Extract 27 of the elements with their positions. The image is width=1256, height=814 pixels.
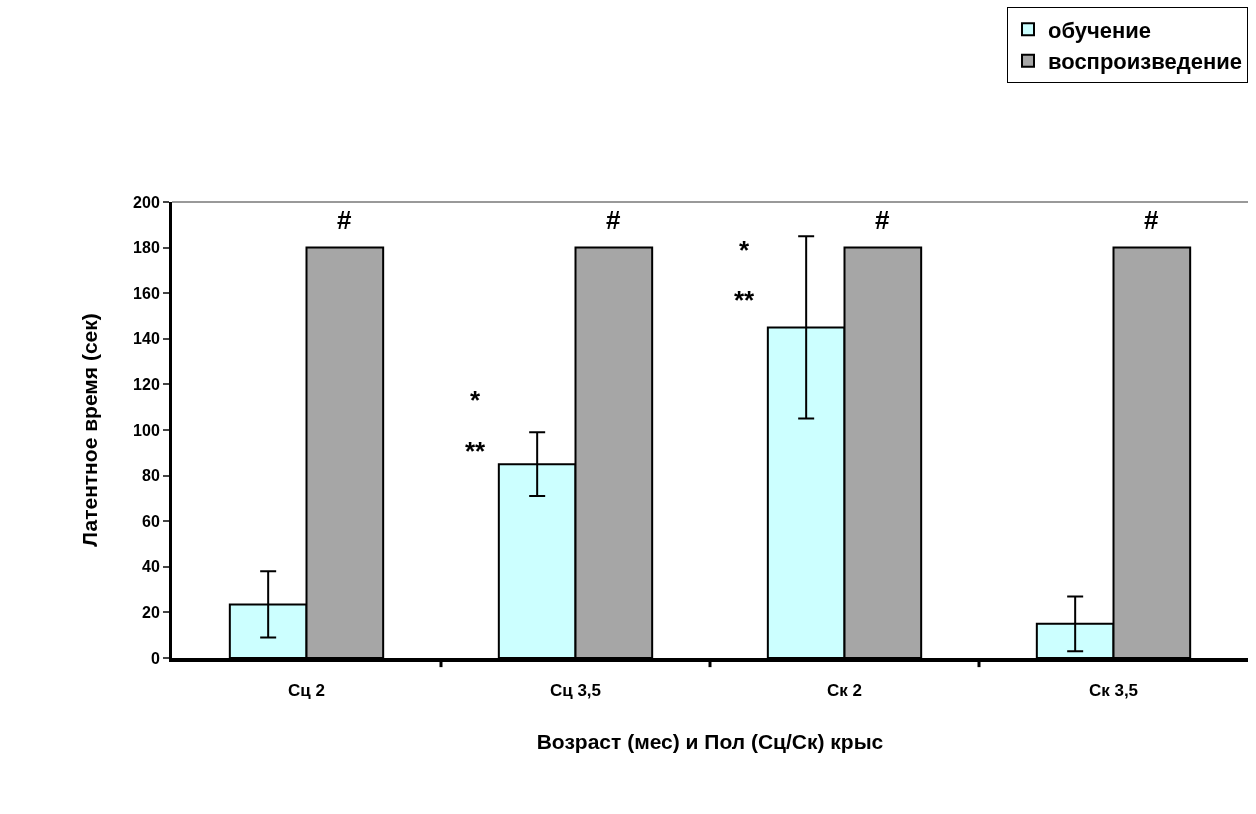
y-tick-label: 40 xyxy=(142,558,160,576)
annotation: # xyxy=(875,205,890,235)
y-tick-label: 80 xyxy=(142,467,160,485)
annotation: # xyxy=(606,205,621,235)
y-tick-label: 100 xyxy=(133,421,160,439)
annotation: * xyxy=(470,385,481,415)
x-tick-label: Сц 3,5 xyxy=(549,681,602,701)
y-tick-label: 160 xyxy=(133,284,160,302)
y-axis-title: Латентное время (сек) xyxy=(78,313,102,547)
y-tick-label: 200 xyxy=(133,193,160,211)
x-axis-title: Возраст (мес) и Пол (Сц/Ск) крыс xyxy=(536,730,884,754)
annotation: # xyxy=(337,205,352,235)
x-tick-label: Ск 2 xyxy=(827,681,862,701)
legend-label: обучение xyxy=(1048,17,1152,43)
y-tick-label: 120 xyxy=(133,376,160,393)
y-tick-label: 20 xyxy=(142,604,160,621)
annotation: ** xyxy=(465,436,487,466)
y-tick-label: 0 xyxy=(150,649,160,667)
y-tick-label: 60 xyxy=(142,512,160,530)
annotation: # xyxy=(1144,205,1159,235)
x-tick-label: Сц 2 xyxy=(288,681,325,701)
legend-label: воспроизведение xyxy=(1048,49,1242,75)
x-tick-label: Ск 3,5 xyxy=(1088,681,1139,701)
y-tick-label: 180 xyxy=(133,239,160,257)
annotation: ** xyxy=(734,285,756,315)
y-tick-label: 140 xyxy=(133,330,160,348)
annotation: * xyxy=(739,235,750,265)
